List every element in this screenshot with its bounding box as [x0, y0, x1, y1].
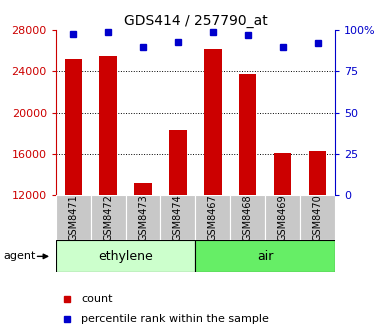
Bar — [230, 195, 265, 240]
Bar — [91, 195, 126, 240]
Text: GSM8474: GSM8474 — [173, 194, 183, 241]
Bar — [99, 56, 117, 195]
Text: agent: agent — [4, 251, 36, 261]
Bar — [195, 240, 335, 272]
Text: GSM8471: GSM8471 — [68, 194, 78, 241]
Bar — [265, 195, 300, 240]
Bar — [204, 49, 221, 195]
Text: GSM8469: GSM8469 — [278, 194, 288, 241]
Bar — [274, 153, 291, 195]
Bar — [56, 195, 91, 240]
Text: GSM8472: GSM8472 — [103, 194, 113, 241]
Bar — [126, 195, 161, 240]
Bar — [309, 151, 326, 195]
Bar — [56, 240, 195, 272]
Bar — [134, 182, 152, 195]
Text: GSM8473: GSM8473 — [138, 194, 148, 241]
Text: percentile rank within the sample: percentile rank within the sample — [81, 314, 269, 325]
Text: GSM8468: GSM8468 — [243, 194, 253, 241]
Title: GDS414 / 257790_at: GDS414 / 257790_at — [124, 14, 267, 28]
Bar — [195, 195, 230, 240]
Text: air: air — [257, 250, 273, 263]
Text: GSM8467: GSM8467 — [208, 194, 218, 241]
Bar — [161, 195, 195, 240]
Bar — [169, 130, 187, 195]
Bar — [300, 195, 335, 240]
Bar — [65, 59, 82, 195]
Text: count: count — [81, 294, 112, 304]
Text: ethylene: ethylene — [98, 250, 153, 263]
Bar — [239, 75, 256, 195]
Text: GSM8470: GSM8470 — [313, 194, 323, 241]
